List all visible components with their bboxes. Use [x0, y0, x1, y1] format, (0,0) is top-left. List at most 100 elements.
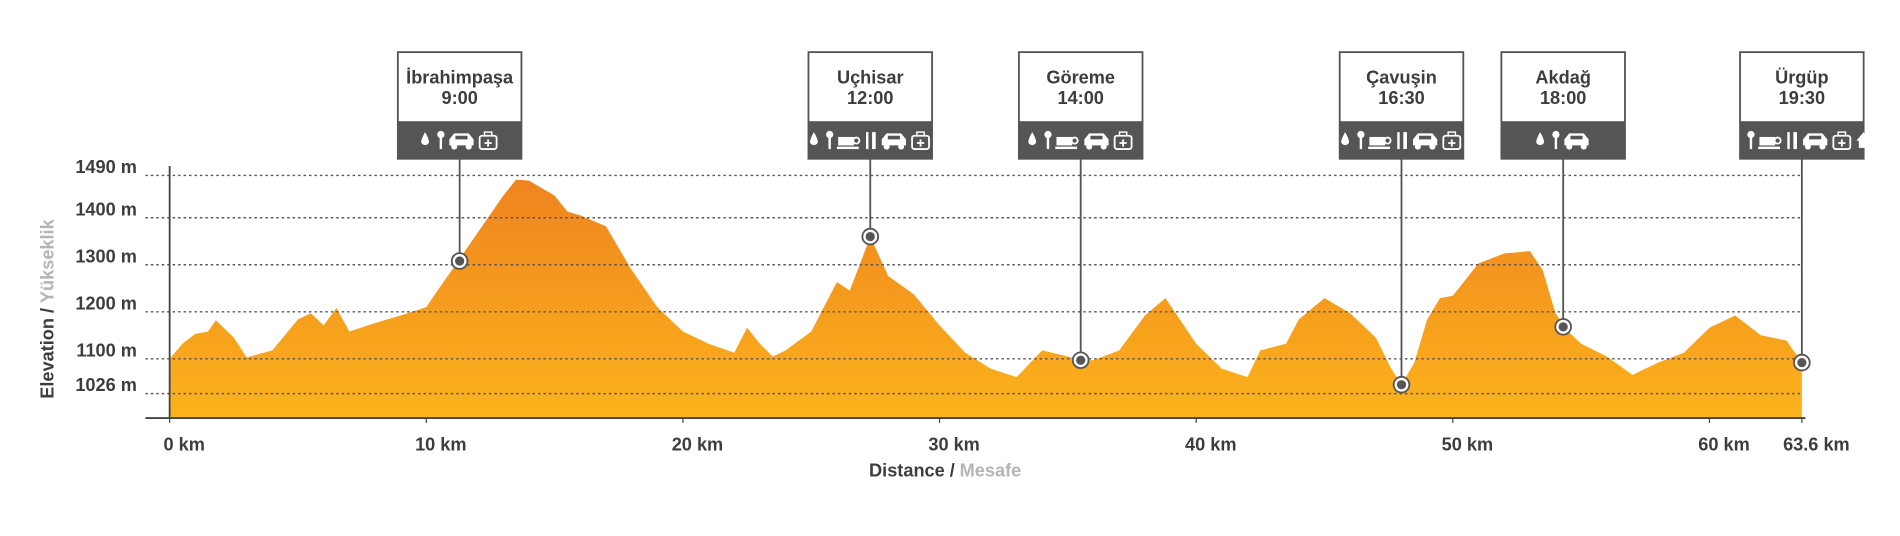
icon-pin-stem: [1046, 136, 1050, 150]
stop-marker-dot: [865, 231, 875, 242]
x-tick-label: 40 km: [1185, 435, 1236, 455]
icon-water: [1731, 132, 1740, 146]
y-tick-label: 1200 m: [75, 293, 137, 313]
icon-pin: [1044, 130, 1052, 139]
y-axis-title: Elevation / Yükseklik: [37, 218, 57, 398]
icon-wheel: [465, 143, 472, 150]
y-axis-title-primary: Elevation /: [37, 308, 57, 399]
x-tick-label: 50 km: [1442, 435, 1493, 455]
icon-cup: [1369, 136, 1386, 146]
x-axis-title: Distance / Mesafe: [869, 460, 1021, 480]
stop-amenities-bar: [1501, 121, 1625, 159]
icon-water: [810, 132, 818, 146]
icon-pin: [1747, 130, 1755, 139]
icon-house: [1856, 132, 1871, 148]
icon-cup-saucer: [1055, 146, 1078, 150]
stop-amenities-bar: [1018, 121, 1143, 159]
icon-cup-saucer: [1758, 146, 1781, 150]
icon-wheel: [1804, 143, 1811, 150]
icon-car-window: [455, 135, 468, 140]
y-tick-label: 1026 m: [75, 375, 137, 395]
icon-car-window: [1419, 135, 1432, 140]
x-tick-label: 30 km: [928, 435, 979, 455]
stop-amenities-bar: [1740, 121, 1864, 159]
icon-aid-cross: [1448, 139, 1456, 147]
icon-knife: [1793, 132, 1798, 150]
stop-name: Göreme: [1046, 68, 1115, 88]
y-tick-label: 1400 m: [75, 199, 137, 219]
icon-pin-stem: [1359, 136, 1363, 150]
icon-water: [1028, 132, 1037, 146]
icon-pin-stem: [828, 136, 831, 150]
icon-water: [1341, 132, 1350, 146]
icon-wheel: [451, 143, 458, 150]
stop-name: İbrahimpaşa: [406, 68, 514, 88]
icon-car-window: [1570, 135, 1583, 140]
icon-wheel: [1100, 143, 1107, 150]
icon-pin: [1357, 130, 1365, 139]
icon-fork: [1787, 132, 1790, 150]
icon-aid-handle: [1447, 131, 1457, 137]
icon-car-window: [1090, 135, 1103, 140]
stop-amenities-bar: [808, 121, 933, 159]
icon-pin: [826, 130, 834, 139]
icon-wheel: [1429, 143, 1436, 150]
icon-knife: [872, 132, 876, 150]
icon-aid-handle: [1837, 131, 1847, 137]
stop-time: 12:00: [847, 88, 893, 108]
icon-aid-cross: [1838, 139, 1846, 147]
stop-marker-dot: [1797, 357, 1807, 368]
icon-wheel: [883, 143, 890, 150]
icon-wheel: [1566, 143, 1573, 150]
icon-wheel: [1580, 143, 1587, 150]
x-tick-label: 0 km: [163, 435, 204, 455]
icon-cup-handle: [852, 136, 861, 145]
icon-pin-stem: [1554, 136, 1558, 150]
y-axis-title-secondary: Yükseklik: [37, 218, 57, 303]
icon-wheel: [898, 143, 905, 150]
icon-pin-stem: [1749, 136, 1753, 150]
icon-aid-cross: [916, 139, 925, 147]
icon-aid-handle: [916, 131, 925, 137]
stop-name: Uçhisar: [837, 68, 904, 88]
stop-amenities-bar: [1339, 121, 1464, 159]
stop-marker-dot: [1558, 322, 1568, 332]
icon-car-window: [887, 135, 900, 140]
stop-name: Ürgüp: [1775, 68, 1828, 88]
stop-name: Akdağ: [1535, 68, 1591, 88]
icon-aid-handle: [483, 131, 493, 137]
x-tick-label: 63.6 km: [1783, 435, 1850, 455]
icon-pin: [1552, 130, 1560, 139]
icon-cup-saucer: [1368, 146, 1390, 150]
icon-water: [421, 132, 429, 146]
stop-name: Çavuşin: [1366, 68, 1437, 88]
stop-time: 9:00: [441, 88, 477, 108]
elevation-area: [169, 179, 1802, 419]
icon-pin: [437, 130, 445, 139]
y-tick-label: 1300 m: [75, 246, 137, 266]
icon-cup: [1056, 136, 1073, 146]
icon-fork: [866, 132, 869, 150]
stop-time: 19:30: [1779, 88, 1825, 108]
icon-wheel: [1414, 143, 1421, 150]
stop-marker-dot: [455, 256, 465, 266]
icon-aid-handle: [1118, 131, 1128, 137]
icon-aid-cross: [484, 139, 492, 147]
icon-pin-stem: [439, 136, 443, 150]
icon-aid-cross: [1119, 139, 1127, 147]
x-tick-label: 10 km: [415, 435, 466, 455]
y-tick-label: 1490 m: [75, 157, 137, 177]
stop-time: 16:30: [1378, 88, 1424, 108]
x-axis-title-secondary: Mesafe: [960, 460, 1022, 480]
x-tick-label: 20 km: [672, 435, 723, 455]
stop-time: 14:00: [1057, 88, 1103, 108]
icon-water: [1536, 132, 1545, 146]
icon-cup-handle: [1383, 136, 1392, 145]
